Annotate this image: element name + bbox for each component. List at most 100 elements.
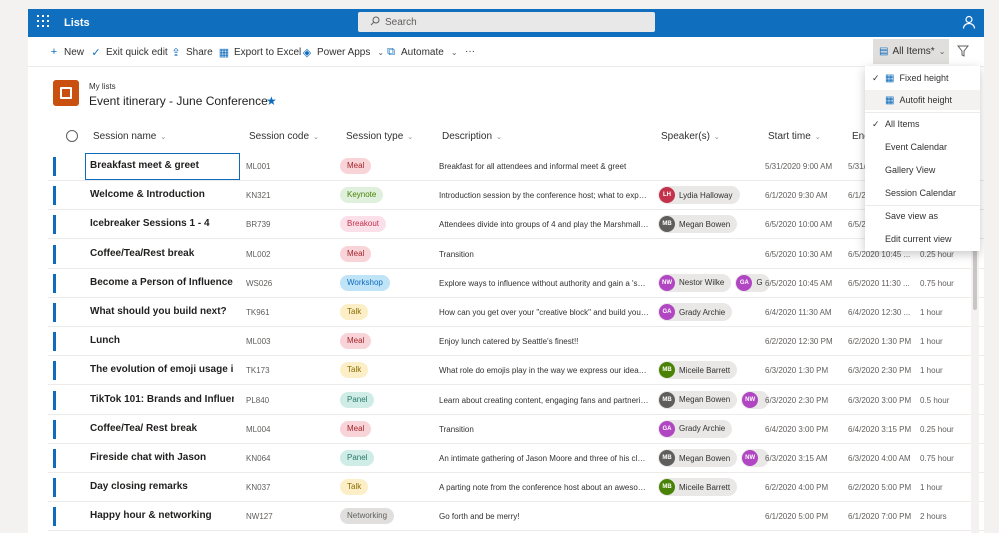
cell-session-name[interactable]: What should you build next? [90,306,227,317]
cell-duration[interactable]: 1 hour [920,366,943,376]
speaker-chip[interactable]: MB Megan Bowen [658,215,738,234]
cell-start-time[interactable]: 6/3/2020 3:15 AM [765,454,828,463]
cell-end-time[interactable]: 6/2/2020 1:30 PM [848,337,912,347]
cell-speakers[interactable]: GA Grady Archie [658,419,733,438]
cell-session-code[interactable]: PL840 [246,395,270,405]
cell-description[interactable]: Transition [439,249,474,259]
cell-end-time[interactable]: 6/1/2 [848,191,866,201]
cell-end-time[interactable]: 6/3/2020 2:30 PM [848,366,912,376]
cell-end-time[interactable]: 6/5/2020 10:45 ... [848,249,911,259]
session-type-badge[interactable]: Meal [340,420,372,437]
column-header-speakers[interactable]: Speaker(s) ⌄ [661,131,720,142]
search-box[interactable]: Search [358,12,655,32]
table-row[interactable]: Icebreaker Sessions 1 - 4 BR739 Breakout At… [48,210,984,240]
cell-session-code[interactable]: ML004 [246,424,271,434]
table-row[interactable]: TikTok 101: Brands and Influencers PL840 P… [48,386,984,415]
cell-start-time[interactable]: 6/2/2020 4:00 PM [765,483,829,493]
column-header-session-name[interactable]: Session name ⌄ [93,131,167,142]
cell-description[interactable]: Transition [439,424,474,434]
speaker-chip[interactable]: NW Nestor Wilke [658,273,732,292]
export-to-excel-button[interactable]: ▦ Export to Excel [218,47,302,59]
list-title[interactable]: Event itinerary - June Conference [89,94,268,108]
speaker-chip[interactable]: MB Miceile Barrett [658,478,738,497]
session-type-badge[interactable]: Panel [340,391,375,408]
more-commands-button[interactable]: ··· [465,46,475,57]
table-row[interactable]: Happy hour & networking NW127 Networking Go… [48,502,984,532]
cell-start-time[interactable]: 6/3/2020 2:30 PM [765,395,829,405]
session-type-badge[interactable]: Meal [340,158,372,174]
cell-session-name[interactable]: Become a Person of Influence [90,276,233,288]
session-type-badge[interactable]: Panel [340,450,375,466]
table-row[interactable]: Breakfast meet & greet ML001 Meal Breakfast… [48,152,984,181]
cell-description[interactable]: Introduction session by the conference h… [439,191,649,201]
cell-session-code[interactable]: ML003 [246,337,271,347]
column-header-start-time[interactable]: Start time ⌄ [768,131,821,142]
power-apps-button[interactable]: ◈ Power Apps ⌄ [302,47,385,59]
cell-description[interactable]: Explore ways to influence without author… [439,278,649,288]
column-header-end-time[interactable]: End [852,131,870,142]
cell-session-name[interactable]: Lunch [90,335,120,347]
table-row[interactable]: Welcome & Introduction KN321 Keynote Introd… [48,181,984,211]
cell-session-name[interactable]: Icebreaker Sessions 1 - 4 [90,218,210,230]
cell-description[interactable]: Breakfast for all attendees and informal… [439,162,627,171]
cell-session-name[interactable]: Fireside chat with Jason [90,452,207,463]
cell-duration[interactable]: 1 hour [920,483,943,493]
cell-start-time[interactable]: 5/31/2020 9:00 AM [765,162,833,171]
cell-session-code[interactable]: TK961 [246,308,270,317]
cell-duration[interactable]: 0.5 hour [920,395,950,405]
column-header-session-type[interactable]: Session type ⌄ [346,131,414,142]
cell-session-name[interactable]: Day closing remarks [90,481,188,493]
menu-item-autofit-height[interactable]: ▦ Autofit height [865,90,980,110]
cell-session-code[interactable]: ML002 [246,249,271,259]
new-button[interactable]: + New [48,46,84,58]
cell-end-time[interactable]: 6/2/2020 5:00 PM [848,483,912,493]
cell-speakers[interactable]: MB Megan Bowen [658,215,738,234]
breadcrumb[interactable]: My lists [89,82,116,91]
cell-start-time[interactable]: 6/3/2020 1:30 PM [765,366,829,376]
cell-description[interactable]: How can you get over your "creative bloc… [439,308,649,317]
cell-description[interactable]: What role do emojis play in the way we e… [439,366,649,376]
cell-speakers[interactable]: MB Miceile Barrett [658,478,738,497]
menu-item-gallery-view[interactable]: Gallery View [885,165,936,175]
session-type-badge[interactable]: Networking [340,508,395,525]
table-row[interactable]: Lunch ML003 Meal Enjoy lunch catered by Sea… [48,327,984,357]
table-row[interactable]: Day closing remarks KN037 Talk A parting no… [48,473,984,503]
table-row[interactable]: Fireside chat with Jason KN064 Panel An int… [48,444,984,473]
menu-item-edit-current-view[interactable]: Edit current view [885,234,952,244]
cell-session-name[interactable]: Breakfast meet & greet [90,160,199,171]
cell-start-time[interactable]: 6/1/2020 5:00 PM [765,512,829,522]
cell-speakers[interactable]: MB Megan Bowen NW [658,449,770,467]
cell-speakers[interactable]: MB Megan Bowen NW [658,390,770,409]
cell-description[interactable]: An intimate gathering of Jason Moore and… [439,454,649,463]
cell-start-time[interactable]: 6/1/2020 9:30 AM [765,191,828,201]
cell-duration[interactable]: 0.75 hour [920,454,954,463]
view-selector[interactable]: ▤ All Items* ⌄ [873,39,949,64]
speaker-chip[interactable]: MB Megan Bowen [658,449,738,467]
automate-button[interactable]: ⧉ Automate ⌄ [385,46,457,59]
session-type-badge[interactable]: Talk [340,304,369,320]
account-icon[interactable] [962,15,976,29]
session-type-badge[interactable]: Breakout [340,216,387,233]
cell-speakers[interactable]: MB Miceile Barrett [658,361,738,380]
menu-item-all-items[interactable]: ✓ All Items [872,118,920,130]
cell-speakers[interactable]: GA Grady Archie [658,303,733,321]
cell-description[interactable]: A parting note from the conference host … [439,483,649,493]
cell-start-time[interactable]: 6/5/2020 10:30 AM [765,249,833,259]
menu-item-fixed-height[interactable]: ✓ ▦ Fixed height [872,72,949,84]
cell-duration[interactable]: 1 hour [920,337,943,347]
cell-end-time[interactable]: 5/31/ [848,162,866,171]
cell-session-name[interactable]: Coffee/Tea/ Rest break [90,422,198,434]
cell-session-name[interactable]: The evolution of emoji usage in s... [90,364,234,376]
cell-start-time[interactable]: 6/5/2020 10:00 AM [765,220,833,230]
cell-session-code[interactable]: KN037 [246,483,271,493]
cell-description[interactable]: Attendees divide into groups of 4 and pl… [439,220,649,230]
table-row[interactable]: Become a Person of Influence WS026 Worksho… [48,269,984,298]
cell-session-code[interactable]: ML001 [246,162,271,171]
menu-item-session-calendar[interactable]: Session Calendar [885,188,957,198]
session-type-badge[interactable]: Meal [340,245,372,262]
cell-duration[interactable]: 2 hours [920,512,947,522]
speaker-chip[interactable]: GA G [735,273,770,292]
cell-duration[interactable]: 0.25 hour [920,249,954,259]
cell-end-time[interactable]: 6/5/2020 11:30 ... [848,278,910,288]
cell-session-code[interactable]: TK173 [246,366,270,376]
